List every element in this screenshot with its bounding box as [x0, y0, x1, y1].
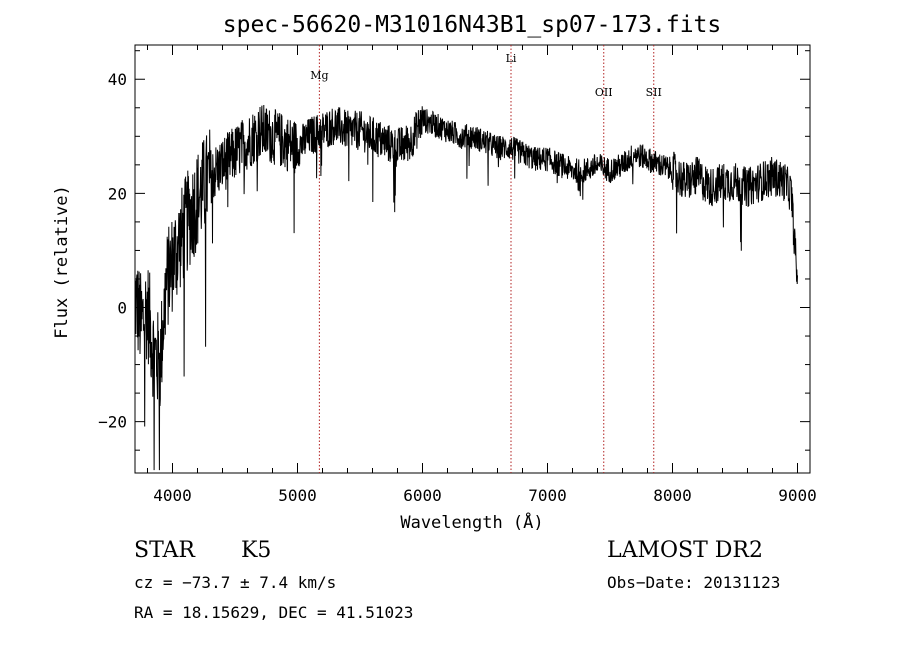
y-tick-label: −20 — [98, 413, 127, 432]
marker-label-li: Li — [506, 52, 517, 65]
spectrum-series — [134, 104, 798, 471]
spectrum-line — [134, 104, 798, 471]
y-axis: −20 0 20 40 — [98, 50, 810, 451]
survey-label: LAMOST DR2 — [607, 538, 763, 563]
plot-frame — [134, 44, 811, 474]
marker-label-mg: Mg — [310, 69, 328, 82]
observation-date: Obs−Date: 20131123 — [607, 573, 781, 592]
coordinates: RA = 18.15629, DEC = 41.51023 — [134, 603, 414, 622]
x-tick-label: 5000 — [278, 486, 317, 505]
x-axis: 4000 5000 6000 7000 8000 9000 — [147, 45, 817, 505]
x-tick-label: 7000 — [528, 486, 567, 505]
redshift-velocity: cz = −73.7 ± 7.4 km/s — [134, 573, 337, 592]
y-axis-label: Flux (relative) — [52, 185, 72, 339]
x-tick-label: 9000 — [778, 486, 817, 505]
object-class: STAR — [134, 538, 195, 563]
object-subclass: K5 — [241, 538, 272, 563]
chart-title: spec-56620-M31016N43B1_sp07-173.fits — [223, 12, 722, 38]
marker-label-oii: OII — [595, 86, 613, 99]
x-axis-label: Wavelength (Å) — [400, 511, 543, 533]
marker-label-sii: SII — [646, 86, 662, 99]
y-tick-label: 0 — [117, 299, 127, 318]
y-tick-label: 20 — [108, 184, 127, 203]
x-tick-label: 8000 — [653, 486, 692, 505]
spectral-line-markers: Mg Li OII SII — [310, 45, 662, 473]
x-tick-label: 4000 — [153, 486, 192, 505]
y-tick-label: 40 — [108, 70, 127, 89]
x-tick-label: 6000 — [403, 486, 442, 505]
